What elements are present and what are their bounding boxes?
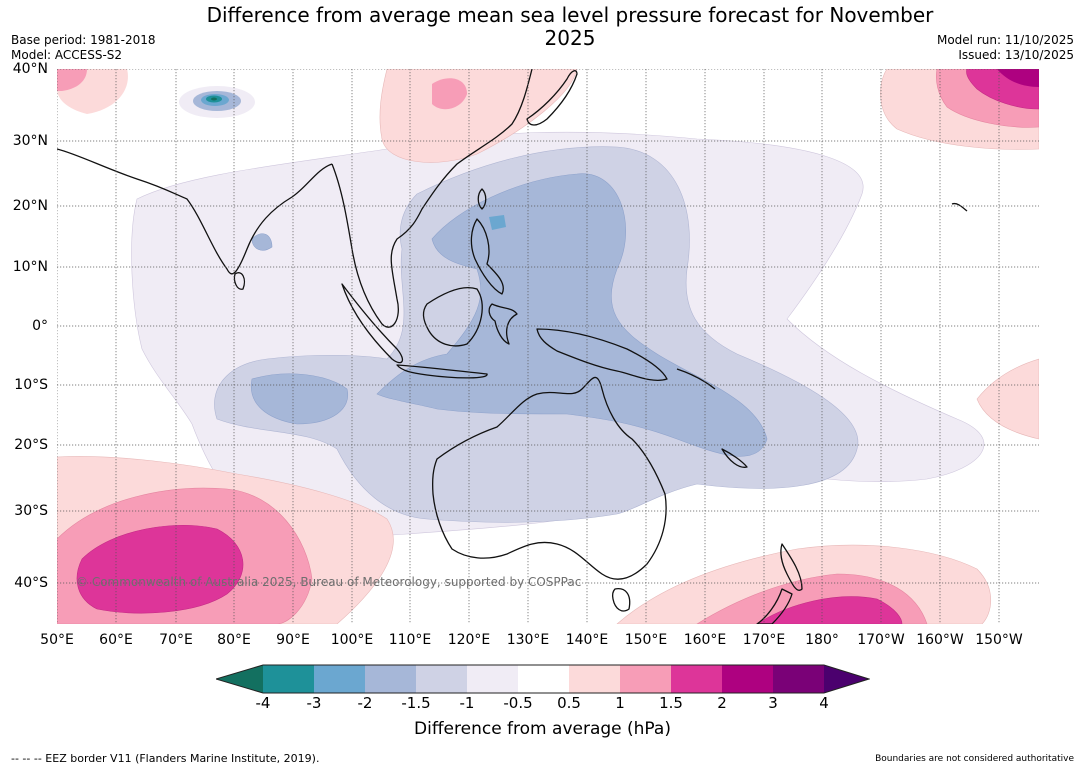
- colorbar-swatch: [620, 665, 671, 693]
- lon-label: 120°E: [447, 632, 491, 648]
- disclaimer: Boundaries are not considered authoritat…: [875, 754, 1074, 764]
- colorbar-tick: -3: [306, 694, 322, 712]
- lat-label-0: 0°: [32, 318, 48, 334]
- anomaly-region-himalaya: [211, 97, 217, 101]
- colorbar-swatch: [314, 665, 365, 693]
- lat-label-20s: 20°S: [14, 437, 48, 453]
- page-title: Difference from average mean sea level p…: [206, 3, 934, 50]
- copyright-watermark: © Commonwealth of Australia 2025, Bureau…: [76, 575, 581, 589]
- colorbar-tick: 2: [717, 694, 727, 712]
- coastline-borneo: [422, 287, 483, 347]
- anomaly-region-pos-strong: [76, 524, 244, 614]
- coastline-india: [57, 148, 333, 275]
- meta-right: Model run: 11/10/2025 Issued: 13/10/2025: [937, 33, 1074, 63]
- coastline-hawaii: [951, 202, 968, 212]
- lat-label-40n: 40°N: [12, 61, 48, 77]
- lon-label: 180°: [805, 632, 839, 648]
- colorbar-swatch: [824, 665, 869, 693]
- model-run: Model run: 11/10/2025: [936, 33, 1074, 47]
- coastline-new-caledonia: [721, 448, 748, 468]
- colorbar-tick: -1: [459, 694, 475, 712]
- colorbar-swatch: [365, 665, 416, 693]
- anomaly-region-pos-weak: [976, 358, 1039, 440]
- coastline-taiwan: [477, 188, 487, 210]
- lon-label: 110°E: [388, 632, 432, 648]
- lon-label: 170°E: [742, 632, 786, 648]
- lon-label: 90°E: [276, 632, 310, 648]
- lon-label: 80°E: [217, 632, 251, 648]
- pressure-anomaly-map[interactable]: © Commonwealth of Australia 2025, Bureau…: [57, 69, 1039, 624]
- coastline-philippines: [470, 218, 504, 295]
- colorbar-swatch: [569, 665, 620, 693]
- colorbar-outline: [216, 664, 870, 694]
- colorbar: [216, 664, 870, 694]
- colorbar-swatch: [722, 665, 773, 693]
- colorbar-tick: 1.5: [659, 694, 683, 712]
- lon-label: 70°E: [159, 632, 193, 648]
- coastline-indochina: [331, 69, 533, 328]
- lon-label: 140°E: [565, 632, 609, 648]
- coastline-solomons: [676, 368, 716, 390]
- lat-label-30s: 30°S: [14, 503, 48, 519]
- coastline-tasmania: [611, 588, 631, 612]
- coastline-new-zealand: [780, 543, 803, 591]
- lon-label: 170°W: [857, 632, 905, 648]
- coastline-japan: [526, 70, 578, 126]
- colorbar-swatch: [773, 665, 824, 693]
- lon-label: 60°E: [99, 632, 133, 648]
- lon-label: 50°E: [40, 632, 74, 648]
- coastlines: [57, 69, 968, 624]
- colorbar-label: Difference from average (hPa): [414, 719, 671, 739]
- anomaly-region-pos-moderate: [57, 69, 87, 91]
- colorbar-tick: 4: [819, 694, 829, 712]
- lon-label: 150°E: [624, 632, 668, 648]
- anomaly-region-pos-moderate: [432, 78, 467, 110]
- eez-footnote: -- -- -- EEZ border V11 (Flanders Marine…: [11, 752, 320, 765]
- coastline-sri-lanka: [233, 272, 246, 290]
- colorbar-swatch: [671, 665, 722, 693]
- anomaly-region-neg-strong: [376, 173, 768, 457]
- coastline-australia: [431, 376, 667, 580]
- colorbar-swatch: [263, 665, 314, 693]
- lat-label-10s: 10°S: [14, 377, 48, 393]
- colorbar-tick: 1: [615, 694, 625, 712]
- lon-label: 150°W: [975, 632, 1023, 648]
- lon-label: 100°E: [330, 632, 374, 648]
- issued-date: Issued: 13/10/2025: [958, 48, 1074, 62]
- colorbar-tick: -4: [255, 694, 271, 712]
- coastline-new-zealand: [756, 588, 793, 624]
- anomaly-region-pos-very-strong: [997, 69, 1039, 87]
- coastline-sulawesi: [488, 303, 518, 345]
- lat-label-40s: 40°S: [14, 575, 48, 591]
- model-name: Model: ACCESS-S2: [11, 48, 123, 62]
- coastline-new-guinea: [536, 328, 668, 381]
- colorbar-tick: -0.5: [503, 694, 533, 712]
- anomaly-region-pos-weak: [379, 69, 578, 163]
- graticule: [57, 69, 1039, 624]
- anomaly-region-neg-strong: [251, 233, 273, 251]
- lat-label-20n: 20°N: [12, 198, 48, 214]
- lon-label: 130°E: [506, 632, 550, 648]
- meta-left: Base period: 1981-2018 Model: ACCESS-S2: [11, 33, 156, 63]
- base-period: Base period: 1981-2018: [11, 33, 156, 47]
- lon-label: 160°W: [916, 632, 964, 648]
- colorbar-tick: -2: [357, 694, 373, 712]
- anomaly-region-neg-strong: [250, 373, 349, 425]
- colorbar-swatch: [467, 665, 518, 693]
- colorbar-swatch: [518, 665, 569, 693]
- colorbar-tick: 3: [768, 694, 778, 712]
- colorbar-swatch: [216, 665, 263, 693]
- lat-label-10n: 10°N: [12, 259, 48, 275]
- colorbar-tick: -1.5: [401, 694, 431, 712]
- lon-label: 160°E: [683, 632, 727, 648]
- colorbar-tick: 0.5: [557, 694, 581, 712]
- coastline-sumatra: [341, 283, 404, 364]
- anomaly-region-neg-2: [489, 215, 506, 230]
- lat-label-30n: 30°N: [12, 133, 48, 149]
- colorbar-swatch: [416, 665, 467, 693]
